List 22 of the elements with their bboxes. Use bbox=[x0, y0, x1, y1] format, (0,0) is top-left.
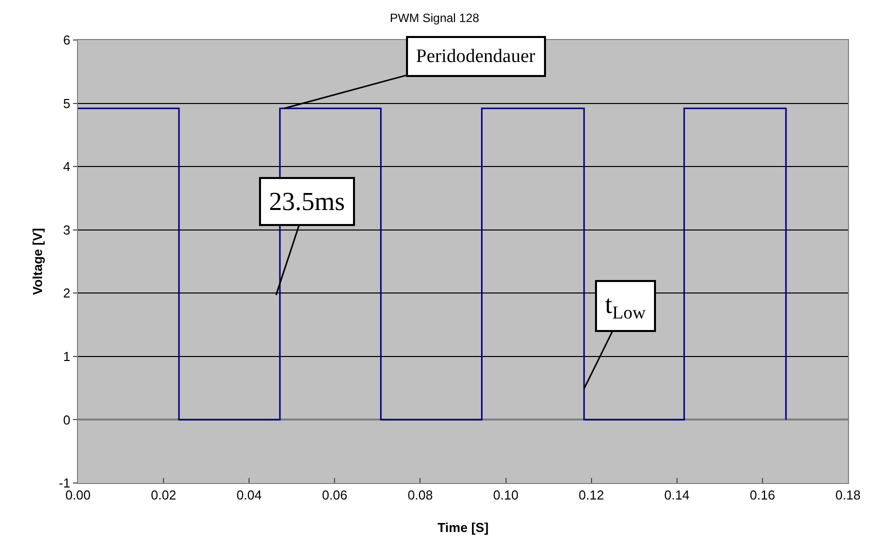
x-tick-label: 0.14 bbox=[664, 488, 690, 503]
x-tick-label: 0.16 bbox=[750, 488, 776, 503]
annotation: t$_{Low}$ bbox=[605, 290, 646, 322]
y-tick-label: 4 bbox=[63, 159, 70, 174]
y-tick-label: 5 bbox=[63, 96, 70, 111]
y-axis-title: Voltage [V] bbox=[30, 228, 45, 295]
x-tick-label: 0.02 bbox=[150, 488, 176, 503]
x-tick-label: 0.12 bbox=[578, 488, 604, 503]
x-tick-label: 0.08 bbox=[408, 488, 433, 503]
annotation: Peridodendauer bbox=[416, 46, 536, 67]
y-tick-label: 0 bbox=[63, 412, 70, 428]
y-tick-label: 2 bbox=[63, 286, 70, 301]
chart-title: PWM Signal 128 bbox=[390, 10, 480, 25]
x-tick-label: 0.18 bbox=[835, 488, 861, 503]
y-tick-label: 1 bbox=[63, 348, 70, 364]
y-tick-label: 6 bbox=[63, 32, 70, 48]
y-tick-label: 3 bbox=[63, 222, 70, 238]
x-axis-title: Time [S] bbox=[437, 520, 489, 535]
x-tick-label: 0.04 bbox=[236, 488, 262, 503]
x-tick-label: 0.10 bbox=[493, 488, 518, 503]
x-tick-label: 0.06 bbox=[322, 488, 348, 503]
annotation: 23.5ms bbox=[269, 187, 345, 216]
